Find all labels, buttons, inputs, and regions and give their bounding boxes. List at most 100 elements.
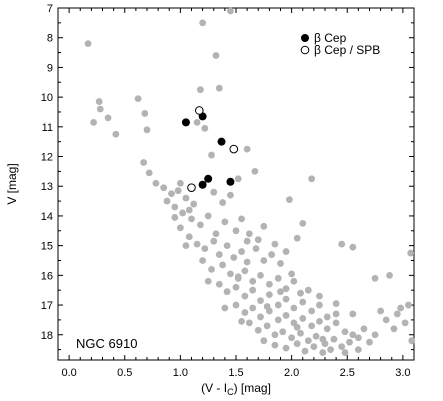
bcep-spb-star-point	[194, 106, 204, 115]
field-star-point	[234, 273, 242, 281]
field-star-point	[188, 215, 195, 223]
field-star-point	[112, 130, 120, 138]
field-star-point	[288, 334, 296, 342]
field-star-point	[232, 301, 240, 309]
field-star-point	[204, 212, 212, 220]
field-star-point	[282, 248, 290, 255]
x-tick-label: 0.0	[61, 367, 76, 379]
field-star-point	[405, 301, 412, 309]
field-star-point	[185, 233, 193, 241]
field-star-point	[401, 319, 409, 327]
field-star-point	[104, 114, 112, 122]
field-star-point	[134, 95, 142, 102]
field-star-point	[308, 322, 316, 330]
field-star-point	[308, 175, 316, 183]
field-star-point	[382, 316, 390, 324]
field-star-point	[145, 169, 153, 177]
field-star-point	[341, 349, 349, 356]
y-tick-label: 15	[41, 241, 53, 253]
legend-marker-bcep	[301, 34, 309, 42]
field-star-point	[176, 224, 184, 232]
field-star-point	[95, 98, 103, 105]
field-star-point	[241, 267, 249, 275]
field-star-point	[212, 52, 220, 59]
y-tick-label: 8	[47, 33, 53, 45]
field-star-point	[208, 151, 215, 159]
field-star-point	[215, 251, 223, 258]
field-star-point	[316, 317, 323, 325]
field-star-point	[96, 105, 104, 113]
field-star-point	[210, 237, 218, 245]
field-star-point	[260, 222, 268, 230]
field-star-point	[241, 292, 249, 300]
legend-label-bcep: β Cep	[314, 31, 347, 45]
field-star-point	[249, 286, 257, 294]
field-star-point	[193, 118, 201, 126]
field-star-point	[332, 300, 340, 307]
field-star-point	[299, 219, 307, 227]
field-star-point	[243, 237, 251, 245]
field-star-point	[84, 40, 92, 48]
field-star-point	[310, 343, 318, 351]
field-star-point	[293, 340, 301, 348]
ticks: 0.0 0.5 1.0 1.5 2.0 2.5 3.0 7 8 9 10 11 12 13 14 15 16 17…	[41, 3, 414, 379]
field-star-point	[227, 7, 234, 15]
field-star-point	[230, 254, 238, 261]
field-star-point	[371, 331, 379, 339]
field-star-point	[182, 194, 190, 202]
x-tick-label: 2.0	[284, 367, 299, 379]
field-star-point	[282, 312, 290, 319]
field-star-point	[297, 289, 304, 297]
field-star-point	[219, 261, 227, 269]
field-star-point	[160, 184, 168, 192]
field-star-point	[232, 227, 240, 235]
field-star-point	[354, 334, 362, 342]
field-star-point	[201, 245, 209, 253]
bcep-star-point	[217, 137, 226, 146]
field-star-point	[141, 110, 149, 117]
field-star-point	[249, 277, 257, 285]
variable-star-points	[181, 106, 239, 193]
field-star-point	[171, 214, 179, 221]
y-axis-label: V [mag]	[5, 163, 19, 204]
field-star-point	[393, 310, 401, 318]
field-star-point	[219, 199, 227, 206]
field-star-point	[190, 200, 198, 208]
field-star-point	[238, 248, 245, 255]
field-star-point	[277, 260, 284, 267]
field-star-point	[185, 206, 193, 214]
field-star-point	[251, 167, 259, 175]
field-star-point	[330, 335, 338, 343]
field-star-point	[249, 304, 257, 312]
field-star-point	[197, 221, 204, 229]
field-star-point	[338, 240, 346, 248]
field-star-point	[386, 271, 393, 279]
y-tick-label: 17	[41, 300, 53, 312]
field-star-point	[319, 335, 327, 343]
bcep-star-point	[226, 177, 235, 186]
field-star-point	[323, 325, 331, 333]
field-star-point	[407, 249, 415, 257]
field-star-point	[299, 298, 307, 306]
field-star-point	[199, 19, 207, 27]
field-star-point	[349, 331, 357, 339]
field-star-point	[260, 337, 268, 345]
field-star-point	[304, 337, 312, 345]
field-star-point	[408, 337, 416, 345]
field-star-point	[193, 240, 201, 248]
field-star-point	[304, 286, 312, 294]
field-star-point	[227, 191, 234, 199]
field-star-point	[260, 257, 268, 264]
field-star-point	[277, 288, 284, 296]
x-tick-label: 2.5	[340, 367, 355, 379]
field-star-point	[274, 316, 282, 324]
field-star-point	[257, 297, 264, 304]
field-star-point	[252, 245, 260, 253]
field-star-point	[319, 349, 327, 356]
field-star-point	[341, 328, 349, 336]
field-star-point	[197, 86, 204, 94]
y-tick-label: 10	[41, 92, 53, 104]
field-star-point	[271, 341, 279, 349]
bcep-star-point	[204, 174, 213, 183]
